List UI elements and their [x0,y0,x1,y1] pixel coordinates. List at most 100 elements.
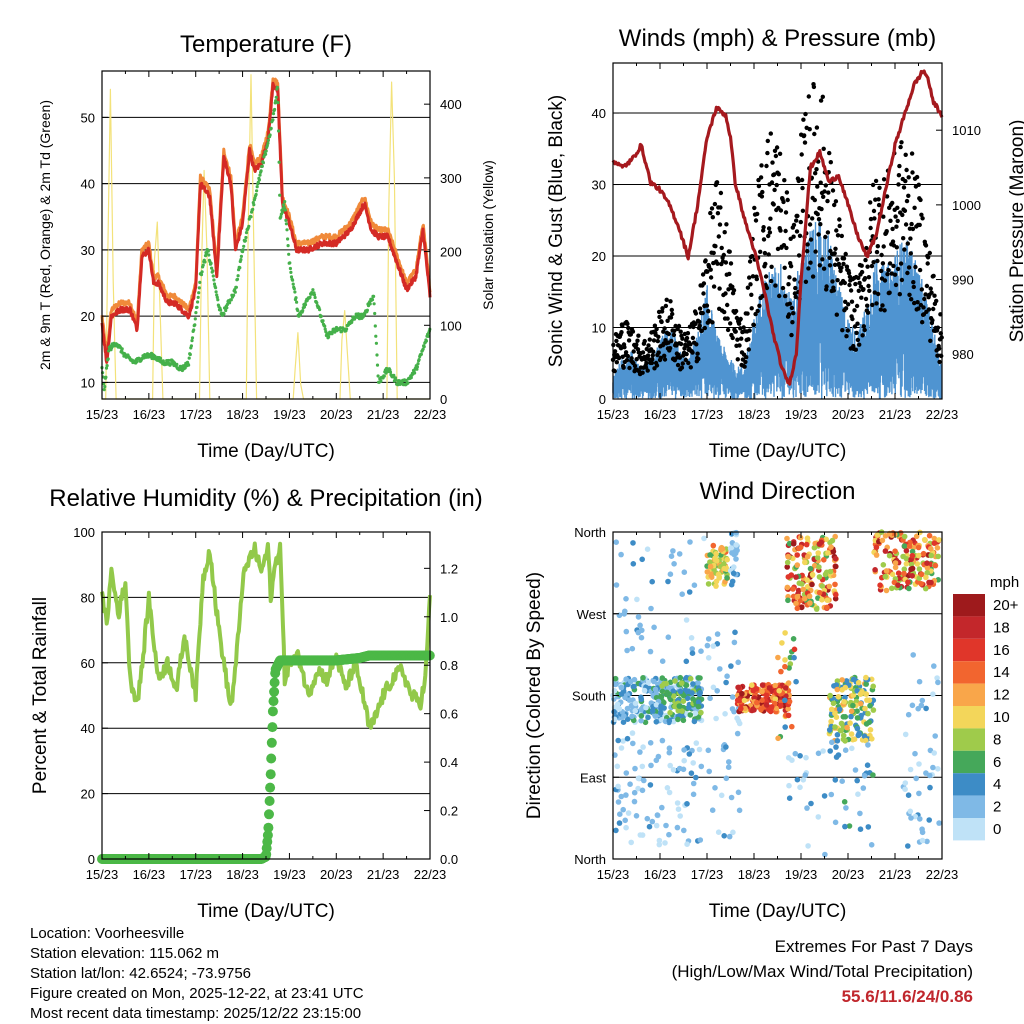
dewpoint-point [166,358,170,363]
direction-point [840,714,847,720]
direction-point [895,570,902,576]
gust-point [836,261,842,267]
direction-point [926,579,932,586]
gust-point [887,290,892,295]
dewpoint-point [382,374,386,378]
dewpoint-point [345,327,349,331]
direction-point [734,730,741,737]
gust-point [652,366,657,371]
direction-point [631,683,637,690]
direction-point [667,762,673,769]
gust-point [844,334,849,339]
direction-point [742,705,748,712]
gust-point [811,84,817,90]
gust-point [650,357,655,362]
gust-point [651,338,657,343]
direction-point [892,564,899,571]
x-tick-label: 15/23 [86,407,119,422]
direction-point [639,627,645,634]
gust-point [903,152,908,157]
gust-point [619,330,624,335]
gust-point [678,329,683,334]
direction-point [772,682,778,689]
direction-point [782,657,788,663]
gust-point [903,178,908,184]
dewpoint-point [104,366,109,370]
x-tick-label: 21/23 [367,407,400,422]
gust-point [717,286,722,291]
direction-point [834,686,841,693]
dewpoint-point [135,360,139,364]
gust-point [902,247,907,252]
colorbar-label: 0 [993,821,1001,838]
gust-point [656,350,661,355]
direction-point [630,740,636,747]
direction-point [833,754,840,760]
direction-point [705,747,712,754]
direction-point [786,665,792,671]
gust-point [838,268,843,274]
direction-point [906,543,913,549]
direction-point [804,535,811,541]
direction-point [735,789,742,796]
gust-point [788,264,794,269]
direction-point [905,711,912,718]
gust-point [919,287,924,292]
direction-point [726,833,733,840]
gust-point [890,226,895,232]
gust-point [669,307,674,313]
series-total-precipitation [97,650,435,864]
dewpoint-point [424,339,428,343]
x-tick-label: 17/23 [179,867,212,882]
dewpoint-point [298,313,303,317]
gust-point [872,216,877,221]
y-tick-label: 10 [592,321,606,336]
direction-point [883,587,890,594]
gust-point [701,291,706,296]
direction-point [868,676,875,683]
gust-point [799,152,804,157]
gust-point [725,327,731,333]
direction-point [678,680,685,686]
station-location: Location: Voorheesville [30,925,185,942]
direction-point [659,804,665,811]
y-right-tick-label: 400 [440,97,462,112]
dewpoint-point [372,294,376,298]
gust-point [775,246,781,252]
gust-point [901,236,906,241]
gust-point [759,194,765,199]
direction-point [695,675,702,681]
direction-point [816,574,823,580]
gust-point [624,358,630,363]
direction-point [873,552,880,558]
gust-point [855,321,860,326]
dewpoint-point [158,356,163,360]
x-tick-label: 16/23 [644,867,677,882]
direction-point [870,707,877,713]
gust-point [822,189,827,194]
gust-point [833,246,838,251]
direction-point [833,744,839,750]
gust-point [754,276,759,282]
gust-point [784,245,789,251]
direction-point [902,786,908,792]
gust-point [821,146,826,151]
direction-point [811,562,818,569]
dewpoint-point [201,263,205,267]
gust-point [861,287,866,292]
gust-point [855,337,861,343]
gust-point [818,98,824,103]
dewpoint-point [216,298,220,302]
gust-point [783,210,789,215]
gust-point [753,311,758,317]
gust-point [750,274,756,279]
direction-point [815,750,822,757]
gust-point [708,267,713,272]
direction-point [931,535,938,542]
direction-point [733,542,739,548]
direction-point [775,735,781,742]
gust-point [694,342,699,347]
direction-point [935,679,941,686]
gust-point [919,212,924,217]
gust-point [935,325,941,330]
